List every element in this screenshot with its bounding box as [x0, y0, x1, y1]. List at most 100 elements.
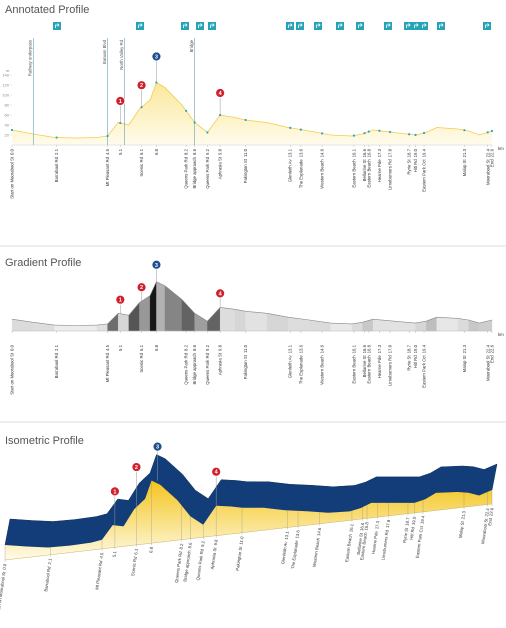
location-km: 8.2 — [184, 344, 189, 351]
location-name: Hearne Pde — [377, 159, 382, 183]
location-name: Pakington St — [243, 354, 248, 379]
elevation-area — [12, 82, 492, 145]
location-label: Limeburners Rd 17.8 — [388, 344, 393, 386]
location-dot — [320, 132, 324, 135]
location-name: Eastern Park Cct — [422, 159, 427, 192]
direction-icon — [336, 22, 344, 30]
location-km: 22.4 — [485, 344, 490, 353]
location-dot — [378, 129, 381, 132]
location-km: 9.8 — [218, 344, 223, 351]
location-name: Bellarine St — [356, 532, 364, 555]
location-name: Moorabool St — [485, 159, 490, 185]
location-label: 5.1 — [118, 344, 123, 351]
location-label: 6.8 — [154, 148, 159, 155]
location-label: Aphrasia St9.8 — [218, 344, 223, 375]
elevation-line — [11, 81, 493, 139]
location-name: Eastern Beach — [344, 533, 353, 562]
location-label: Pakington St11.0 — [243, 148, 248, 183]
location-label: Eastern Beach16.1 — [344, 523, 354, 562]
location-km: 5.1 — [112, 550, 118, 557]
location-label: Barrabool Rd2.1 — [54, 344, 59, 378]
location-dot — [106, 134, 109, 138]
location-name: Scenic Rd — [130, 556, 138, 577]
location-label: Queens Park Rd8.2 — [174, 543, 185, 584]
location-dot — [193, 121, 196, 124]
location-km: 14.6 — [320, 344, 325, 353]
location-name: Hitl Rd — [409, 526, 416, 540]
location-label: The Esplanade13.6 — [290, 529, 301, 569]
location-dot — [10, 128, 14, 132]
gradient-segment — [245, 311, 268, 332]
location-name: Bridge approach — [182, 549, 191, 582]
location-km: 11.0 — [243, 148, 248, 157]
location-km: 21.3 — [462, 148, 467, 157]
location-label: Bellarine St 16.6 — [362, 344, 367, 377]
location-dot — [352, 134, 356, 137]
location-label: Glenleith Av13.1 — [288, 344, 293, 378]
location-label: Glenleith Av13.1 — [280, 530, 290, 564]
marker-label: 3 — [155, 263, 158, 269]
location-km: 22.4 — [484, 507, 490, 517]
location-km: 17.3 — [377, 344, 382, 353]
location-name: Malop St — [458, 520, 465, 538]
location-km: 18.7 — [407, 148, 412, 157]
location-name: Hitl Rd — [413, 355, 418, 369]
location-name: Bridge approach — [192, 156, 197, 188]
location-km: 19.0 — [413, 148, 418, 157]
location-label: Hearne Pde17.3 — [371, 520, 381, 554]
location-name: Glenleith Av — [288, 355, 293, 379]
location-name: End — [490, 355, 495, 363]
location-label: Bridge approach8.6 — [182, 542, 193, 582]
marker — [109, 486, 120, 497]
location-km: 19.0 — [413, 344, 418, 353]
location-label: Mt Pleasant Rd4.5 — [105, 344, 110, 382]
location-label: Queens Park Rd8.2 — [184, 344, 189, 384]
location-name: Bellarine St — [362, 159, 367, 182]
location-label: Malop St 21.3 — [462, 148, 467, 176]
location-label: Eastern Beach 16.8 — [366, 344, 371, 383]
location-km: 8.6 — [192, 148, 197, 155]
location-km: 16.1 — [351, 148, 356, 157]
location-label: 5.1 — [118, 148, 123, 155]
location-label: Limeburners Rd 17.8 — [388, 148, 393, 190]
location-km: 13.6 — [294, 529, 300, 539]
location-label: Eastern Park Cct19.4 — [415, 515, 426, 559]
location-name: The Esplanade — [298, 159, 303, 189]
gradient-segment — [234, 309, 246, 332]
location-label: Barrabool Rd2.1 — [43, 558, 53, 592]
location-name: Moorabool St — [485, 355, 490, 381]
location-label: Mt Pleasant Rd4.5 — [105, 148, 110, 186]
location-dot — [299, 128, 302, 131]
location-label: Start on Moorabool St0.0 — [0, 563, 8, 614]
location-km: 16.1 — [351, 344, 356, 353]
marker — [152, 441, 163, 452]
location-km: 6.8 — [154, 344, 159, 351]
location-dot — [55, 136, 58, 139]
location-name: Queens Park Rd — [184, 352, 189, 384]
location-dot — [185, 109, 188, 112]
marker — [115, 96, 126, 106]
location-label: Hearne Pde17.3 — [377, 344, 382, 378]
marker-label: 2 — [135, 465, 138, 471]
location-name: The Esplanade — [298, 355, 303, 385]
direction-icon — [208, 22, 216, 30]
location-name: Aphrasia St — [210, 546, 218, 569]
location-label: Ryrie St18.7 — [402, 517, 411, 544]
direction-icon — [356, 22, 364, 30]
location-km: 18.7 — [404, 517, 410, 527]
annotation-label: Bridge — [189, 39, 194, 52]
location-name: Limeburners Rd — [380, 529, 389, 561]
location-name: Scenic Rd — [139, 352, 144, 372]
location-name: Bridge approach — [192, 352, 197, 384]
location-name: Eastern Park Cct — [415, 525, 425, 559]
location-name: Western Beach — [320, 159, 325, 189]
location-label: Moorabool St 22.4 — [485, 344, 490, 381]
location-dot — [463, 129, 466, 132]
location-label: Moorabool St 22.4 — [485, 148, 490, 185]
location-name: Bellarine St — [362, 355, 367, 378]
direction-arrow — [298, 23, 303, 28]
location-km: 9.2 — [205, 148, 210, 155]
location-name: Queens Park Rd — [205, 352, 210, 384]
location-name: Limeburners Rd — [388, 159, 393, 190]
direction-icon — [296, 22, 304, 30]
